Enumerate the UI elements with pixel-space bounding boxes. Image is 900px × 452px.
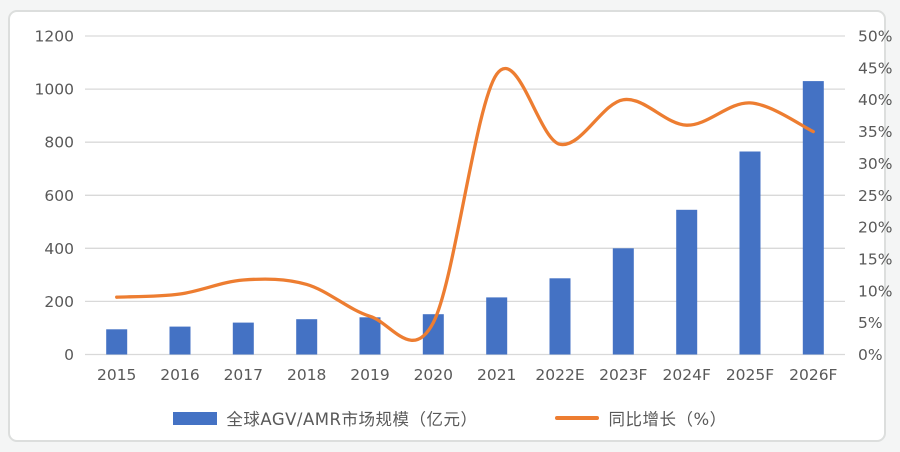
- left-axis-tick: 1000: [35, 81, 74, 99]
- yoy-growth-line: [115, 66, 815, 342]
- right-axis-tick: 15%: [858, 250, 892, 268]
- x-axis-label: 2017: [224, 366, 263, 384]
- bar-series-label: 全球AGV/AMR市场规模（亿元）: [226, 410, 478, 429]
- left-axis-tick: 200: [44, 293, 74, 311]
- bar-2022E: [549, 278, 571, 355]
- x-axis-label: 2026F: [789, 366, 837, 384]
- right-axis-tick: 5%: [858, 314, 883, 332]
- bar-2026F: [802, 81, 824, 355]
- left-axis-tick: 800: [44, 134, 74, 152]
- right-axis-tick: 35%: [858, 123, 892, 141]
- left-axis-tick: 0: [64, 346, 74, 364]
- right-axis-tick: 30%: [858, 155, 892, 173]
- right-axis-tick: 50%: [858, 28, 892, 46]
- x-axis-label: 2025F: [726, 366, 774, 384]
- bar-2015: [106, 329, 128, 355]
- x-axis-label: 2015: [97, 366, 136, 384]
- bar-2017: [232, 322, 254, 355]
- right-axis-tick: 25%: [858, 187, 892, 205]
- right-axis-tick: 10%: [858, 282, 892, 300]
- bar-2020: [422, 314, 444, 355]
- bar-2024F: [676, 209, 698, 355]
- legend-item-yoy-growth: 同比增长（%）: [555, 406, 726, 430]
- x-axis-label: 2019: [350, 366, 389, 384]
- x-axis-label: 2022E: [535, 366, 584, 384]
- bar-2023F: [612, 248, 634, 355]
- legend-item-market-size: 全球AGV/AMR市场规模（亿元）: [173, 406, 477, 430]
- bar-2018: [296, 319, 318, 355]
- x-axis-label: 2020: [414, 366, 453, 384]
- bar-2021: [486, 297, 508, 355]
- left-axis-tick: 400: [44, 240, 74, 258]
- right-axis-tick: 40%: [858, 91, 892, 109]
- x-axis-label: 2023F: [599, 366, 647, 384]
- left-axis-tick: 1200: [35, 28, 74, 46]
- right-axis-tick: 45%: [858, 59, 892, 77]
- x-axis-label: 2018: [287, 366, 326, 384]
- left-axis-tick: 600: [44, 187, 74, 205]
- right-axis-tick: 0%: [858, 346, 883, 364]
- bar-2025F: [739, 151, 761, 355]
- x-axis-label: 2016: [160, 366, 199, 384]
- line-series-label: 同比增长（%）: [608, 410, 727, 429]
- right-axis-tick: 20%: [858, 219, 892, 237]
- x-axis-label: 2024F: [663, 366, 711, 384]
- line-series-swatch: [555, 416, 600, 420]
- bar-2019: [359, 317, 381, 355]
- bar-series-swatch: [173, 411, 218, 425]
- x-axis-label: 2021: [477, 366, 516, 384]
- bar-2016: [169, 326, 191, 355]
- legend: 全球AGV/AMR市场规模（亿元） 同比增长（%）: [0, 404, 900, 432]
